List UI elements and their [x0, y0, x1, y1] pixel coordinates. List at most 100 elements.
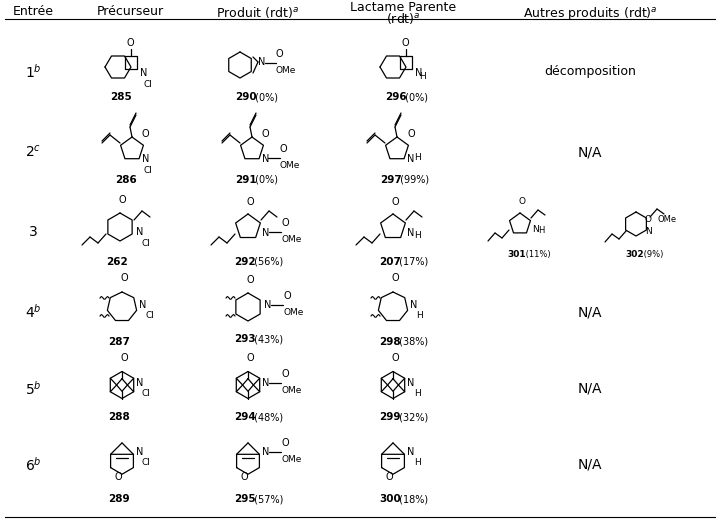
Text: (99%): (99%)	[397, 175, 429, 185]
Text: Cl: Cl	[142, 239, 151, 248]
Text: 298: 298	[379, 337, 401, 347]
Text: N: N	[532, 224, 539, 233]
Text: O: O	[644, 215, 652, 223]
Text: O: O	[127, 38, 135, 48]
Text: O: O	[142, 129, 150, 139]
Text: 2$^c$: 2$^c$	[25, 144, 41, 160]
Text: 207: 207	[379, 257, 401, 267]
Text: décomposition: décomposition	[544, 65, 636, 78]
Text: N: N	[142, 154, 149, 164]
Text: Précurseur: Précurseur	[96, 5, 163, 18]
Text: H: H	[414, 152, 420, 161]
Text: H: H	[414, 231, 420, 240]
Text: O: O	[391, 273, 399, 283]
Text: (48%): (48%)	[251, 412, 283, 422]
Text: O: O	[281, 369, 289, 379]
Text: 301: 301	[508, 250, 526, 259]
Text: H: H	[414, 458, 420, 467]
Text: O: O	[283, 291, 291, 301]
Text: 297: 297	[380, 175, 402, 185]
Text: O: O	[276, 49, 284, 59]
Text: O: O	[246, 197, 254, 207]
Text: (rdt)$^a$: (rdt)$^a$	[386, 11, 420, 26]
Text: (9%): (9%)	[641, 250, 663, 259]
Text: (0%): (0%)	[252, 175, 278, 185]
Text: N: N	[407, 154, 415, 164]
Text: O: O	[385, 472, 393, 482]
Text: H: H	[419, 72, 426, 81]
Text: (57%): (57%)	[251, 494, 284, 504]
Text: 299: 299	[379, 412, 401, 422]
Text: O: O	[246, 353, 254, 363]
Text: OMe: OMe	[281, 386, 302, 395]
Text: (38%): (38%)	[396, 337, 428, 347]
Text: O: O	[281, 218, 289, 228]
Text: 1$^b$: 1$^b$	[24, 63, 41, 81]
Text: (0%): (0%)	[402, 92, 428, 102]
Text: N: N	[139, 300, 146, 310]
Text: N/A: N/A	[577, 305, 602, 319]
Text: N: N	[136, 447, 143, 457]
Text: N/A: N/A	[577, 458, 602, 472]
Text: O: O	[118, 195, 126, 205]
Text: N: N	[407, 378, 415, 388]
Text: 294: 294	[234, 412, 256, 422]
Text: O: O	[391, 197, 399, 207]
Text: N/A: N/A	[577, 382, 602, 396]
Text: 287: 287	[108, 337, 130, 347]
Text: O: O	[391, 353, 399, 363]
Text: N: N	[262, 378, 269, 388]
Text: 290: 290	[235, 92, 257, 102]
Text: 262: 262	[106, 257, 128, 267]
Text: N: N	[407, 228, 415, 238]
Text: (17%): (17%)	[396, 257, 428, 267]
Text: H: H	[416, 311, 423, 320]
Text: 4$^b$: 4$^b$	[24, 303, 41, 321]
Text: O: O	[402, 38, 409, 48]
Text: Cl: Cl	[144, 80, 153, 89]
Text: O: O	[407, 129, 415, 139]
Text: O: O	[518, 197, 526, 206]
Text: Autres produits (rdt)$^a$: Autres produits (rdt)$^a$	[523, 5, 657, 22]
Text: 3: 3	[29, 225, 37, 239]
Text: OMe: OMe	[276, 66, 297, 75]
Text: OMe: OMe	[281, 455, 302, 464]
Text: 296: 296	[385, 92, 407, 102]
Text: (18%): (18%)	[396, 494, 428, 504]
Text: N: N	[415, 68, 423, 78]
Text: O: O	[281, 438, 289, 448]
Text: N: N	[136, 227, 143, 237]
Text: 288: 288	[108, 412, 130, 422]
Text: N: N	[407, 447, 415, 457]
Text: O: O	[114, 472, 122, 482]
Text: O: O	[246, 275, 254, 285]
Text: Entrée: Entrée	[12, 5, 53, 18]
Text: N/A: N/A	[577, 145, 602, 159]
Text: H: H	[414, 389, 420, 398]
Text: N: N	[410, 300, 418, 310]
Text: N: N	[644, 227, 652, 235]
Text: Cl: Cl	[145, 311, 154, 320]
Text: OMe: OMe	[280, 161, 300, 170]
Text: 5$^b$: 5$^b$	[24, 380, 41, 398]
Text: (56%): (56%)	[251, 257, 283, 267]
Text: H: H	[538, 226, 544, 235]
Text: N: N	[140, 68, 148, 78]
Text: 293: 293	[234, 334, 256, 344]
Text: 286: 286	[115, 175, 137, 185]
Text: 6$^b$: 6$^b$	[24, 456, 41, 474]
Text: (43%): (43%)	[251, 334, 283, 344]
Text: O: O	[280, 144, 287, 154]
Text: O: O	[262, 129, 269, 139]
Text: O: O	[120, 273, 128, 283]
Text: OMe: OMe	[658, 215, 677, 223]
Text: N: N	[262, 447, 269, 457]
Text: N: N	[258, 57, 266, 67]
Text: OMe: OMe	[283, 308, 303, 317]
Text: 302: 302	[626, 250, 644, 259]
Text: N: N	[262, 154, 269, 164]
Text: O: O	[240, 472, 248, 482]
Text: 292: 292	[234, 257, 256, 267]
Text: 295: 295	[234, 494, 256, 504]
Text: Produit (rdt)$^a$: Produit (rdt)$^a$	[217, 5, 300, 20]
